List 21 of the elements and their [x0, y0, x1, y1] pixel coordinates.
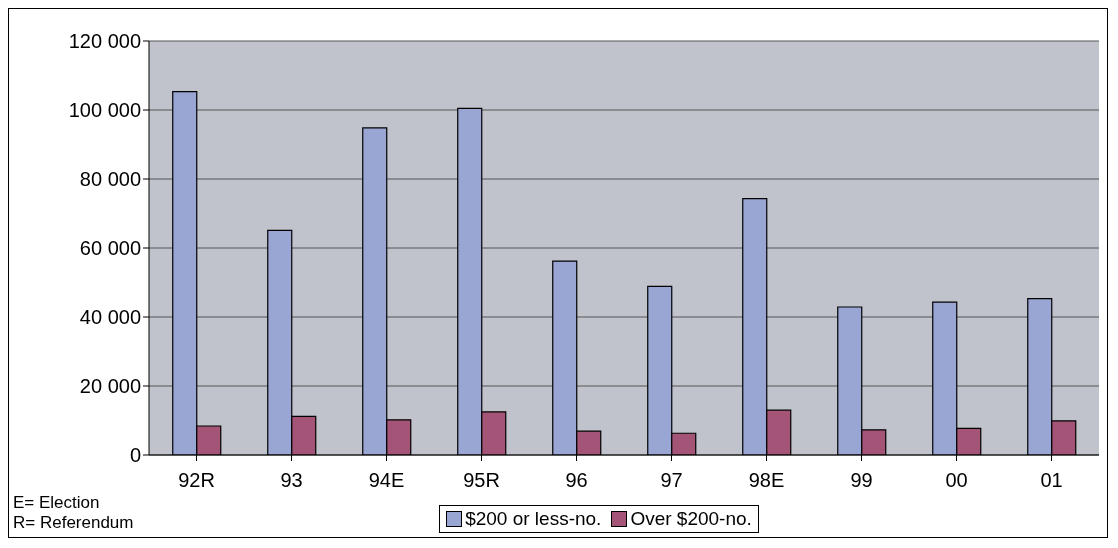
legend-label: $200 or less-no.: [464, 508, 602, 530]
x-tick-label: 99: [850, 469, 873, 492]
y-tick-label: 80 000: [79, 168, 141, 191]
x-tick-label: 92R: [178, 469, 215, 492]
x-tick-label: 98E: [748, 469, 785, 492]
x-tick-label: 00: [945, 469, 968, 492]
y-tick-label: 40 000: [79, 306, 141, 329]
y-tick-label: 20 000: [79, 375, 141, 398]
text: R= Referendum: [13, 513, 134, 533]
legend-label: Over $200-no.: [629, 508, 752, 530]
x-tick-label: 97: [660, 469, 683, 492]
x-tick-label: 94E: [368, 469, 405, 492]
y-tick-label: 60 000: [79, 237, 141, 260]
x-tick-label: 96: [565, 469, 588, 492]
y-tick-label: 0: [129, 444, 141, 467]
x-tick-label: 95R: [463, 469, 500, 492]
y-tick-label: 120 000: [68, 30, 141, 53]
x-tick-label: 01: [1040, 469, 1063, 492]
x-tick-label: 93: [280, 469, 303, 492]
text: E= Election: [13, 493, 101, 513]
y-tick-label: 100 000: [68, 99, 141, 122]
